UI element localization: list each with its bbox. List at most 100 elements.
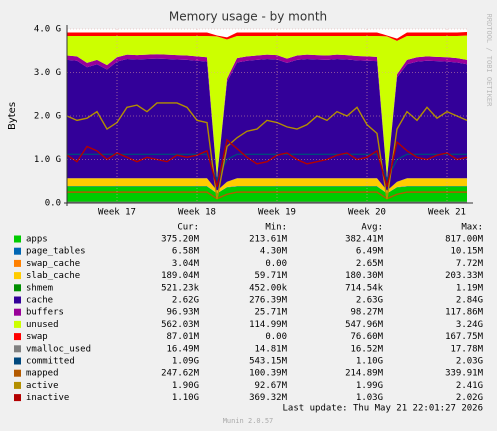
legend-value: 1.10G	[356, 357, 383, 367]
legend-value: 92.67M	[254, 381, 287, 391]
legend-value: 543.15M	[249, 357, 288, 367]
legend-value: 213.61M	[249, 235, 288, 245]
legend-value: 96.93M	[166, 308, 199, 318]
legend-value: 1.99G	[356, 381, 383, 391]
legend-swatch	[14, 284, 21, 292]
legend-value: 547.96M	[345, 320, 384, 330]
legend-header: Max:	[461, 223, 483, 233]
legend-value: 114.99M	[249, 320, 288, 330]
legend-name: cache	[26, 296, 53, 306]
line	[67, 153, 467, 182]
x-tick-label: Week 20	[348, 208, 386, 218]
version: Munin 2.0.57	[223, 417, 274, 425]
legend-value: 214.89M	[345, 369, 384, 379]
legend-name: active	[26, 381, 59, 391]
legend-value: 59.71M	[254, 271, 287, 281]
area	[67, 32, 467, 41]
area	[67, 178, 467, 194]
y-tick-label: 0.0	[45, 199, 61, 209]
legend-value: 339.91M	[445, 369, 484, 379]
legend-value: 1.03G	[356, 393, 383, 403]
legend-value: 87.01M	[166, 332, 199, 342]
legend-swatch	[14, 345, 21, 353]
legend-swatch	[14, 357, 21, 365]
legend-swatch	[14, 259, 21, 267]
legend-value: 382.41M	[345, 235, 384, 245]
legend-swatch	[14, 320, 21, 328]
legend-value: 10.15M	[450, 247, 483, 257]
line	[67, 191, 467, 200]
legend-name: committed	[26, 357, 75, 367]
legend-value: 17.78M	[450, 344, 483, 354]
area	[67, 58, 467, 191]
legend-value: 2.63G	[356, 296, 383, 306]
legend-value: 2.41G	[456, 381, 483, 391]
legend-value: 16.52M	[350, 344, 383, 354]
legend-swatch	[14, 333, 21, 341]
legend-header: Min:	[265, 223, 287, 233]
legend-value: 76.60M	[350, 332, 383, 342]
legend-value: 16.49M	[166, 344, 199, 354]
legend-swatch	[14, 381, 21, 389]
y-tick-label: 3.0 G	[34, 68, 61, 78]
legend-value: 521.23k	[161, 283, 200, 293]
legend-name: buffers	[26, 308, 64, 318]
x-tick-label: Week 18	[178, 208, 216, 218]
legend-name: page_tables	[26, 247, 86, 257]
legend-name: shmem	[26, 283, 53, 293]
legend-name: swap_cache	[26, 259, 80, 269]
legend-value: 2.03G	[456, 357, 483, 367]
legend-value: 4.30M	[260, 247, 288, 257]
legend-name: vmalloc_used	[26, 344, 91, 354]
legend-value: 2.62G	[172, 296, 199, 306]
legend-value: 562.03M	[161, 320, 200, 330]
legend-swatch	[14, 296, 21, 304]
legend-value: 180.30M	[345, 271, 384, 281]
legend-value: 0.00	[265, 259, 287, 269]
legend-value: 167.75M	[445, 332, 484, 342]
legend-value: 14.81M	[254, 344, 287, 354]
legend-name: unused	[26, 320, 59, 330]
y-tick-label: 2.0 G	[34, 112, 61, 122]
x-tick-label: Week 21	[428, 208, 466, 218]
line	[66, 102, 468, 200]
area	[67, 54, 467, 179]
legend-value: 6.49M	[356, 247, 384, 257]
legend-name: mapped	[26, 369, 59, 379]
legend-value: 0.00	[265, 332, 287, 342]
legend-value: 2.65M	[356, 259, 384, 269]
legend-value: 189.04M	[161, 271, 200, 281]
legend-name: apps	[26, 235, 48, 245]
legend-value: 6.58M	[172, 247, 200, 257]
legend-value: 452.00k	[249, 283, 288, 293]
legend-value: 1.10G	[172, 393, 199, 403]
legend-value: 1.19M	[456, 283, 484, 293]
chart-title: Memory usage - by month	[169, 10, 327, 24]
legend-value: 203.33M	[445, 271, 484, 281]
legend-swatch	[14, 308, 21, 316]
legend-value: 117.86M	[445, 308, 484, 318]
legend-name: slab_cache	[26, 271, 80, 281]
legend-value: 817.00M	[445, 235, 484, 245]
area	[67, 186, 467, 203]
legend-value: 7.72M	[456, 259, 484, 269]
legend-value: 98.27M	[350, 308, 383, 318]
legend-value: 375.20M	[161, 235, 200, 245]
y-tick-label: 4.0 G	[34, 25, 61, 35]
last-update: Last update: Thu May 21 22:01:27 2026	[283, 404, 483, 414]
legend-swatch	[14, 235, 21, 243]
y-tick-label: 1.0 G	[34, 155, 61, 165]
legend-swatch	[14, 369, 21, 377]
legend-value: 276.39M	[249, 296, 288, 306]
legend-value: 3.04M	[172, 259, 200, 269]
legend-swatch	[14, 247, 21, 255]
x-tick-label: Week 17	[98, 208, 136, 218]
y-axis-label: Bytes	[7, 102, 18, 130]
legend-value: 714.54k	[345, 283, 384, 293]
watermark: RRDTOOL / TOBI OETIKER	[485, 14, 493, 108]
legend-value: 247.62M	[161, 369, 200, 379]
legend-value: 100.39M	[249, 369, 288, 379]
legend-swatch	[14, 394, 21, 402]
legend-header: Cur:	[177, 223, 199, 233]
